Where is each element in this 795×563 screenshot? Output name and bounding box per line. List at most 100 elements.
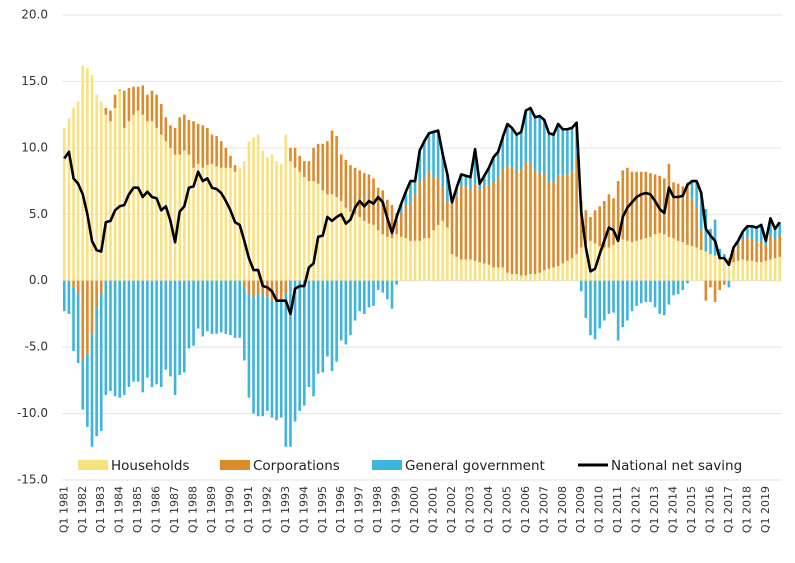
x-tick-label: Q1 2009	[574, 486, 587, 533]
bar-segment	[335, 135, 338, 198]
bar-segment	[519, 169, 523, 276]
bar-segment	[344, 159, 348, 208]
bar-segment	[215, 135, 218, 167]
bar-segment	[316, 183, 320, 281]
bar-segment	[755, 227, 758, 243]
bar-segment	[132, 280, 135, 382]
bar-segment	[76, 280, 80, 294]
x-tick-label: Q1 1991	[242, 486, 255, 533]
legend-swatch	[78, 460, 108, 470]
bar-segment	[584, 280, 588, 318]
bar-segment	[672, 182, 675, 239]
bar-segment	[603, 247, 606, 281]
bar-segment	[109, 121, 112, 281]
bar-segment	[764, 260, 768, 281]
bar-segment	[709, 228, 712, 255]
bar-segment	[750, 239, 754, 261]
bar-segment	[492, 157, 495, 182]
bar-segment	[210, 280, 214, 334]
bar-segment	[732, 248, 735, 263]
bar-segment	[109, 110, 112, 122]
bar-segment	[778, 235, 781, 257]
bar-segment	[349, 211, 352, 281]
bar-segment	[773, 239, 777, 259]
bar-segment	[187, 119, 191, 155]
bar-segment	[690, 181, 694, 200]
x-tick-label: Q1 1983	[94, 486, 107, 533]
bar-segment	[206, 280, 209, 332]
bar-segment	[566, 260, 569, 281]
bar-segment	[409, 240, 412, 281]
bar-segment	[718, 248, 721, 257]
bar-segment	[764, 240, 768, 245]
bar-segment	[247, 294, 251, 398]
bar-segment	[395, 234, 398, 281]
x-tick-label: Q1 2014	[667, 486, 680, 533]
bar-segment	[723, 258, 726, 281]
x-tick-label: Q1 2005	[500, 486, 513, 533]
bar-segment	[478, 262, 481, 281]
bar-segment	[210, 134, 214, 164]
bar-segment	[566, 129, 569, 175]
bar-segment	[755, 242, 758, 263]
bar-segment	[307, 181, 311, 281]
bar-segment	[353, 280, 357, 321]
bar-segment	[630, 242, 634, 281]
bar-segment	[95, 94, 98, 281]
bar-segment	[547, 182, 551, 269]
bar-segment	[229, 280, 232, 336]
bar-segment	[492, 267, 495, 281]
bar-segment	[399, 203, 403, 213]
x-tick-label: Q1 2019	[759, 486, 772, 533]
bar-segment	[358, 170, 361, 217]
bar-segment	[570, 171, 574, 259]
bar-segment	[423, 141, 426, 178]
bar-segment	[252, 137, 255, 281]
bar-segment	[284, 134, 288, 281]
bar-segment	[349, 280, 352, 336]
bar-segment	[575, 157, 578, 255]
bar-segment	[524, 275, 528, 281]
bar-segment	[178, 117, 181, 155]
bar-segment	[339, 201, 343, 281]
bar-segment	[63, 127, 66, 281]
bar-segment	[224, 280, 228, 334]
bar-segment	[279, 280, 283, 301]
bar-segment	[598, 280, 601, 329]
bar-segment	[446, 227, 449, 281]
bar-segment	[603, 280, 606, 321]
bar-segment	[266, 157, 269, 281]
bar-segment	[464, 175, 468, 187]
bar-segment	[293, 167, 297, 281]
bar-segment	[704, 251, 708, 281]
bar-segment	[695, 207, 698, 248]
bar-segment	[261, 294, 265, 417]
x-tick-label: Q1 1988	[187, 486, 200, 533]
bar-segment	[455, 256, 458, 281]
bar-segment	[99, 280, 103, 294]
x-tick-label: Q1 1982	[76, 486, 89, 533]
bar-segment	[192, 167, 195, 281]
bar-segment	[464, 259, 468, 281]
bar-segment	[173, 280, 177, 395]
bar-segment	[381, 190, 385, 235]
bar-segment	[150, 280, 154, 387]
bar-segment	[598, 246, 601, 281]
bar-segment	[395, 212, 398, 235]
bar-segment	[353, 214, 357, 281]
x-tick-label: Q1 2001	[427, 486, 440, 533]
bar-segment	[201, 280, 205, 337]
bar-segment	[519, 275, 523, 281]
bar-segment	[72, 108, 75, 281]
bar-segment	[210, 163, 214, 281]
bar-segment	[169, 280, 172, 377]
legend-label: Households	[111, 458, 189, 474]
bar-segment	[261, 150, 265, 281]
bar-segment	[418, 150, 421, 182]
bar-segment	[741, 239, 745, 260]
bar-segment	[150, 121, 154, 281]
bar-segment	[524, 162, 528, 276]
bar-segment	[63, 280, 66, 312]
bar-segment	[746, 226, 749, 239]
bar-segment	[584, 210, 588, 244]
